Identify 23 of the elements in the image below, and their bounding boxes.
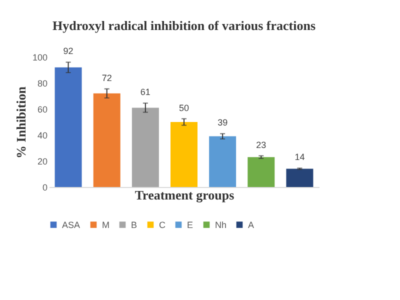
- legend-label: B: [131, 220, 138, 230]
- y-axis-title: % Inhibition: [13, 86, 28, 158]
- data-label: 61: [140, 87, 150, 98]
- y-tick-label: 100: [32, 52, 48, 62]
- legend-label: ASA: [62, 220, 80, 230]
- y-tick-label: 80: [37, 78, 48, 88]
- data-label: 72: [102, 72, 112, 83]
- legend-label: E: [187, 220, 194, 230]
- y-tick-label: 0: [42, 182, 48, 192]
- data-label: 14: [294, 152, 305, 162]
- y-tick-label: 60: [37, 104, 48, 114]
- data-label: 23: [256, 140, 266, 150]
- legend-label: C: [159, 220, 166, 230]
- y-tick-label: 20: [37, 156, 48, 166]
- x-axis-title: Treatment groups: [134, 188, 234, 202]
- y-tick-label: 40: [37, 130, 48, 140]
- chart-title: Hydroxyl radical inhibition of various fractions: [52, 18, 316, 34]
- legend-label: A: [248, 220, 254, 230]
- data-label: 50: [178, 102, 190, 113]
- data-label: 39: [218, 118, 228, 128]
- legend-label: Nh: [215, 220, 227, 230]
- legend-label: M: [102, 220, 110, 230]
- data-label: 92: [63, 46, 74, 56]
